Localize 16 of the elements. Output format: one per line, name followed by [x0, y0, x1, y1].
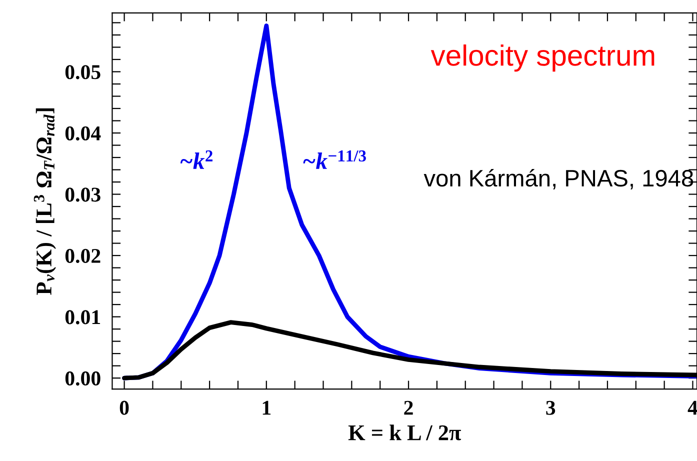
x-tick-label: 0	[120, 400, 129, 415]
x-axis-title: K = k L / 2π	[348, 424, 461, 440]
y-tick-label: 0.05	[65, 65, 100, 80]
y-tick-label: 0.04	[65, 126, 101, 141]
y-tick-label: 0.00	[65, 371, 100, 386]
annotation: ~k$^{2}$	[180, 150, 212, 169]
text: P$_{v}$(K) / [L$^{3}$ Ω$_{T}$/Ω$_{rad}$]	[34, 108, 56, 295]
x-tick-label: 3	[546, 400, 556, 415]
x-tick-label: 2	[404, 400, 413, 415]
x-tick-label: 1	[262, 400, 271, 415]
y-tick-label: 0.01	[65, 310, 100, 324]
annotation: von Kármán, PNAS, 1948	[424, 169, 694, 190]
annotation: velocity spectrum	[430, 44, 654, 72]
y-tick-label: 0.03	[65, 188, 100, 202]
y-tick-label: 0.02	[65, 248, 100, 264]
annotation: ~k$^{−11/3}$	[303, 150, 366, 169]
